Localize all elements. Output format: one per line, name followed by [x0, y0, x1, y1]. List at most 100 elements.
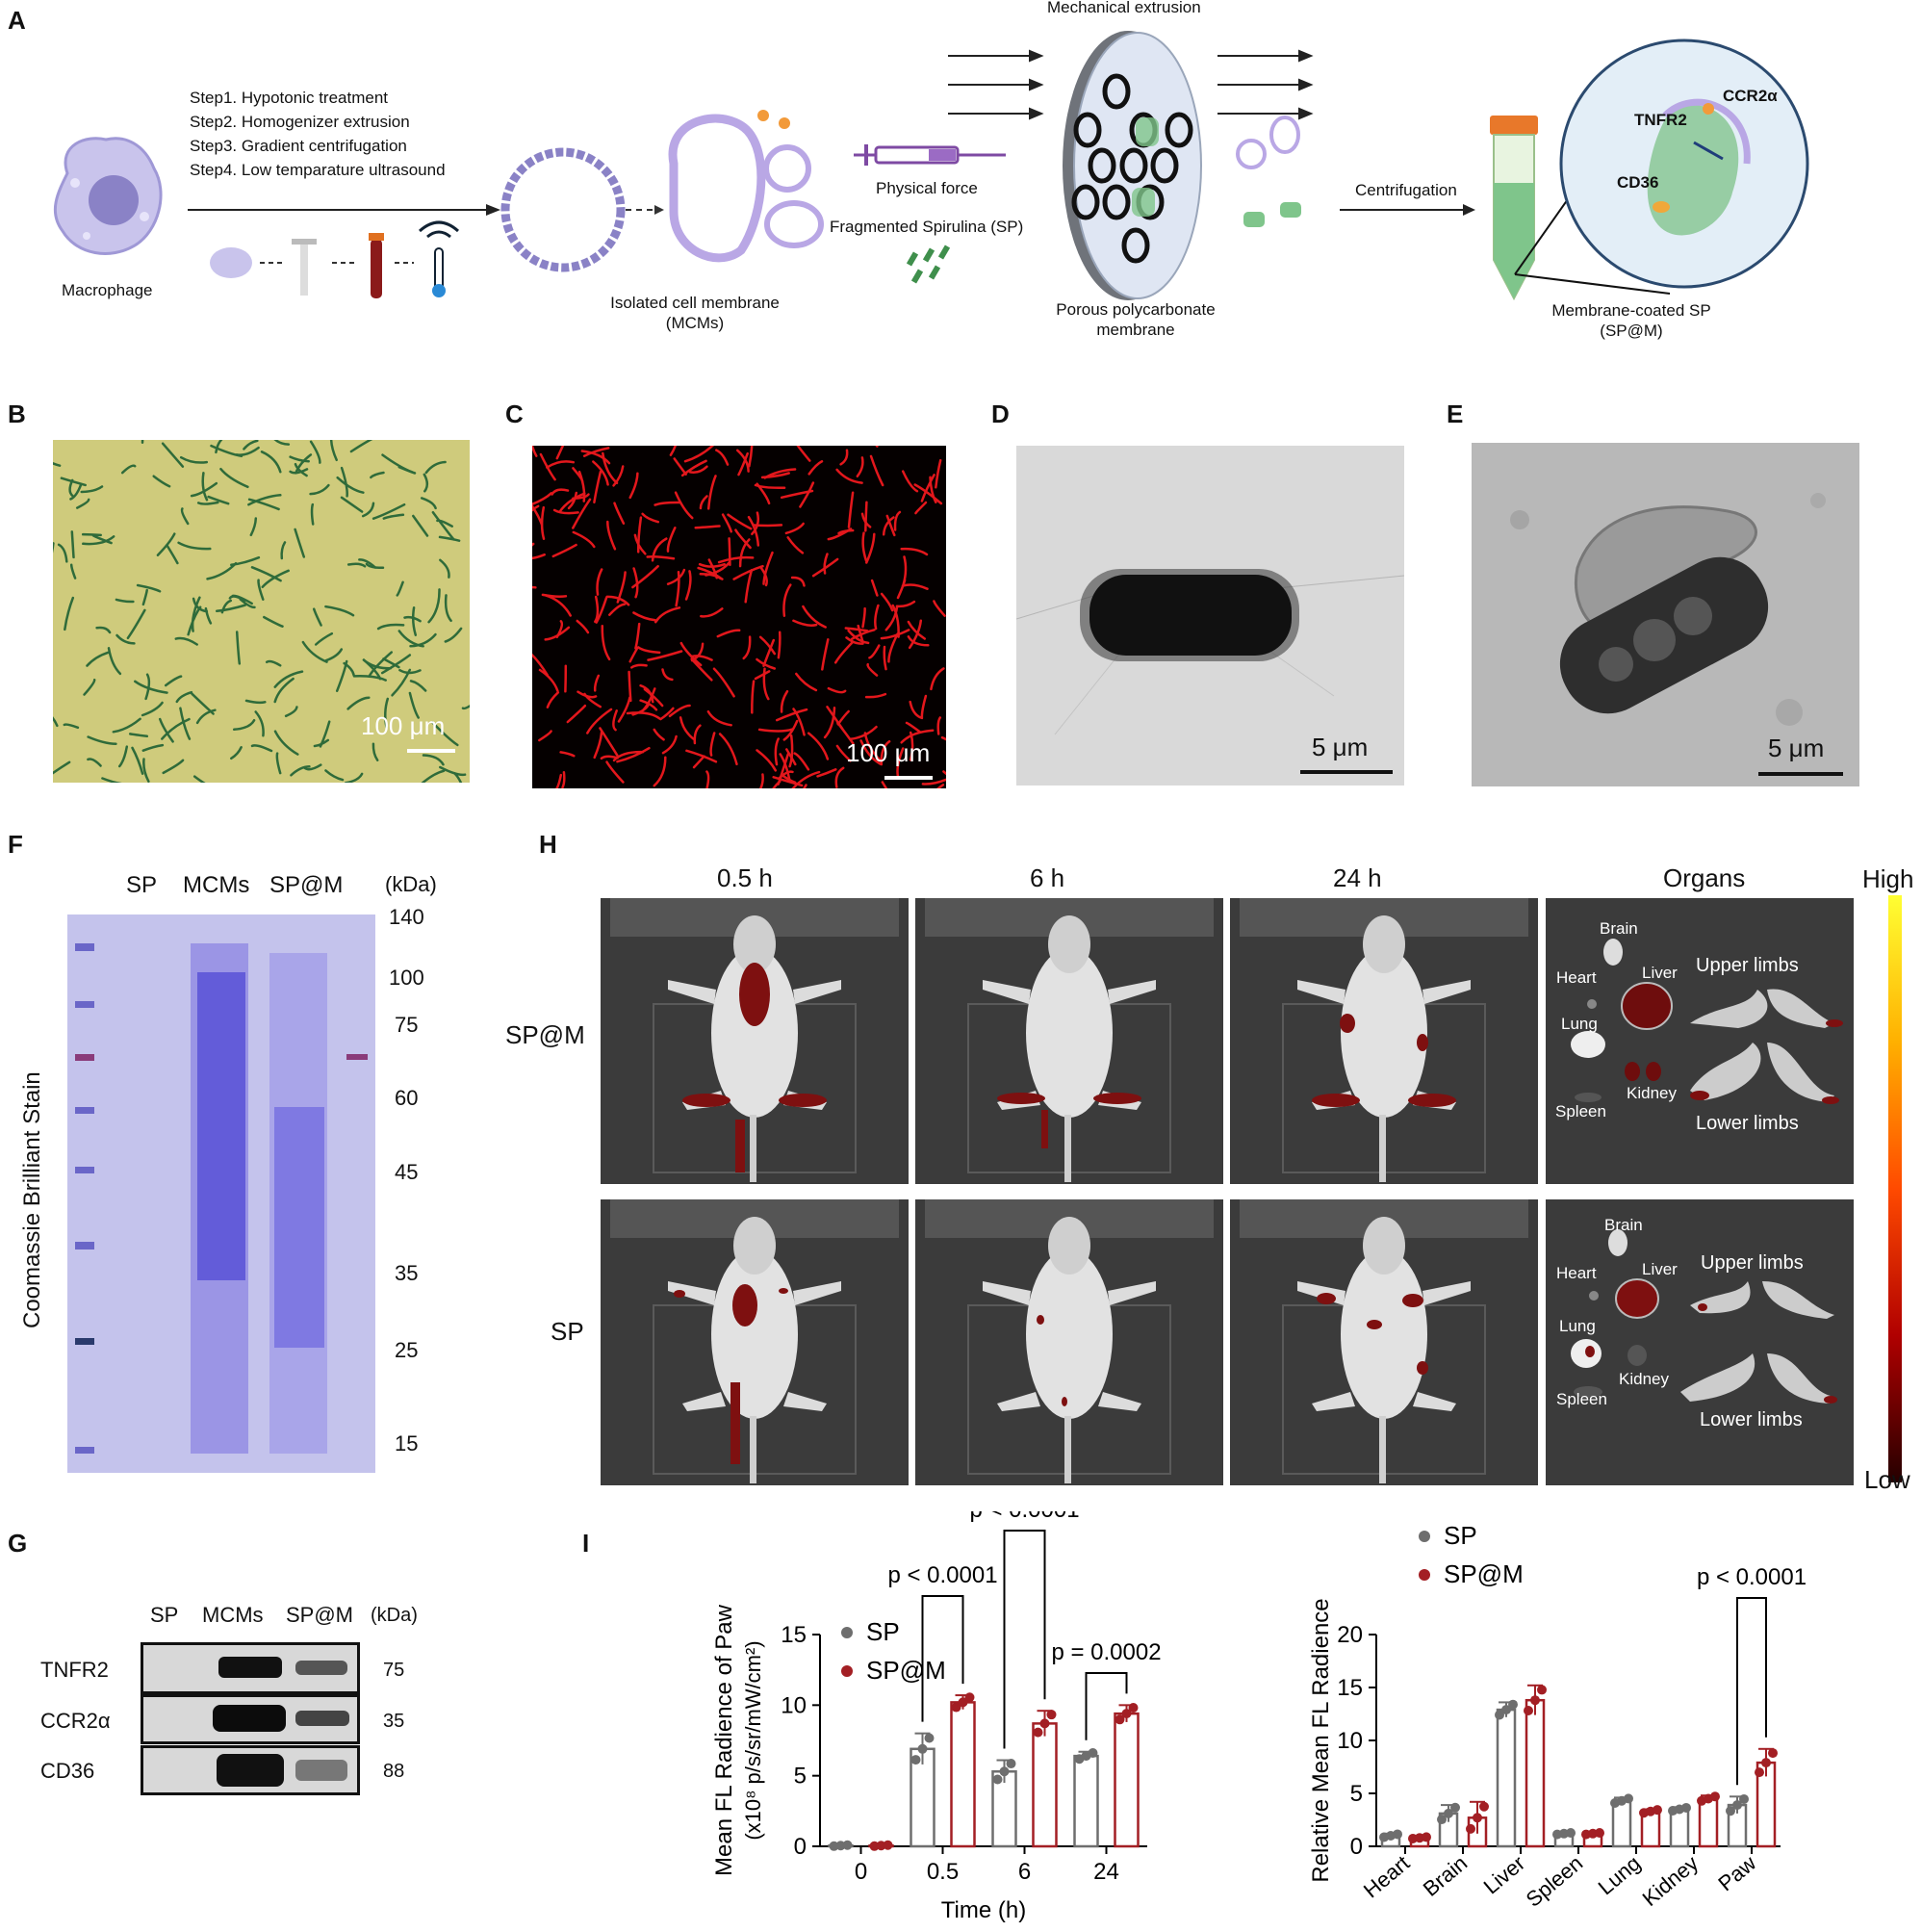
mouse-forelimb — [1108, 980, 1156, 1004]
data-point — [1595, 1828, 1604, 1839]
filament — [845, 636, 864, 645]
filament — [734, 528, 752, 550]
p-value-label: p < 0.0001 — [1697, 1564, 1807, 1590]
y-tick-label: 0 — [1350, 1834, 1363, 1860]
centrifuge-tube-icon — [1490, 116, 1538, 301]
filament — [870, 579, 879, 597]
filament — [600, 755, 619, 760]
data-point — [1444, 1808, 1453, 1818]
filament — [561, 770, 566, 788]
col-6h: 6 h — [1030, 863, 1065, 892]
filament — [594, 595, 600, 624]
mouse-tail — [1379, 1416, 1386, 1483]
data-point — [1495, 1710, 1504, 1720]
x-tick-label: 0 — [855, 1859, 867, 1885]
filament — [778, 770, 794, 780]
filament — [608, 603, 627, 616]
filament — [636, 516, 643, 554]
filament — [294, 528, 306, 558]
filament — [91, 534, 113, 545]
filament — [555, 773, 563, 788]
filament — [602, 451, 619, 485]
filament — [187, 605, 202, 636]
filament — [616, 746, 651, 763]
filament — [86, 651, 111, 667]
y-axis-label: Mean FL Radience of Paw — [711, 1604, 737, 1876]
wb-row-tnfr2: TNFR2 — [40, 1658, 109, 1682]
filament — [243, 440, 259, 451]
filament — [161, 442, 185, 468]
filament — [180, 507, 190, 526]
filament — [164, 675, 183, 687]
filament — [68, 478, 74, 498]
filament — [868, 644, 881, 659]
organ-lung: Lung — [1559, 1317, 1596, 1335]
x-tick-label: 24 — [1093, 1859, 1119, 1885]
filament — [196, 501, 219, 505]
ccr2a-label: CCR2α — [1723, 87, 1778, 105]
mouse-hindlimb — [682, 1392, 726, 1411]
filament — [141, 440, 144, 445]
x-axis-label: Time (h) — [941, 1897, 1026, 1923]
bar — [950, 1701, 976, 1848]
y-tick-label: 15 — [1337, 1675, 1363, 1701]
filament — [807, 732, 830, 760]
wb-kda-75: 75 — [383, 1660, 405, 1681]
filament — [572, 530, 596, 549]
data-point — [1501, 1705, 1511, 1715]
filament — [572, 498, 592, 529]
filament — [758, 773, 764, 788]
data-point — [1726, 1806, 1735, 1816]
filament — [913, 483, 943, 505]
filament — [679, 716, 695, 740]
filament — [219, 467, 249, 489]
filament — [683, 446, 715, 463]
filament — [785, 748, 797, 766]
legend-label: SP — [1444, 1521, 1477, 1550]
filament — [250, 744, 273, 753]
filament — [659, 707, 675, 721]
panel-g-label: G — [8, 1529, 28, 1558]
data-point — [1681, 1802, 1691, 1813]
filament — [192, 597, 209, 613]
filament — [706, 709, 732, 727]
x-tick-label: Kidney — [1638, 1851, 1704, 1911]
step-1: Step1. Hypotonic treatment — [190, 89, 389, 107]
membrane-coated-label: Membrane-coated SP — [1551, 301, 1711, 320]
filament — [583, 692, 602, 708]
mouse-forelimb — [793, 980, 841, 1004]
filament — [792, 708, 806, 736]
filament — [929, 476, 937, 503]
filament — [576, 619, 590, 634]
filament — [572, 467, 584, 483]
filament — [893, 510, 902, 531]
legend-marker — [841, 1665, 853, 1677]
filament — [835, 744, 852, 762]
filament — [409, 680, 427, 692]
filament — [439, 558, 450, 579]
filament — [933, 600, 946, 617]
p-value-label: p < 0.0001 — [969, 1511, 1079, 1523]
filament — [866, 662, 879, 677]
filament — [567, 491, 578, 510]
filament — [161, 717, 191, 740]
mouse-body — [1026, 948, 1113, 1118]
marker-60: 60 — [395, 1086, 419, 1110]
filament — [936, 716, 942, 735]
organ-liver: Liver — [1642, 1260, 1678, 1278]
row-sp: SP — [551, 1317, 584, 1346]
filament — [340, 496, 364, 513]
filament — [555, 446, 565, 460]
filament — [141, 701, 164, 717]
x-tick-label: Brain — [1419, 1851, 1472, 1901]
filament — [541, 593, 568, 598]
filament — [895, 600, 916, 608]
filament — [628, 646, 639, 663]
filament — [836, 709, 850, 726]
sem-micrograph: 5 μm — [1016, 446, 1404, 786]
filament — [705, 560, 731, 577]
filament — [595, 596, 608, 624]
organ-lower-limbs: Lower limbs — [1700, 1409, 1803, 1430]
filament — [756, 482, 771, 505]
wb-kda-35: 35 — [383, 1711, 405, 1732]
